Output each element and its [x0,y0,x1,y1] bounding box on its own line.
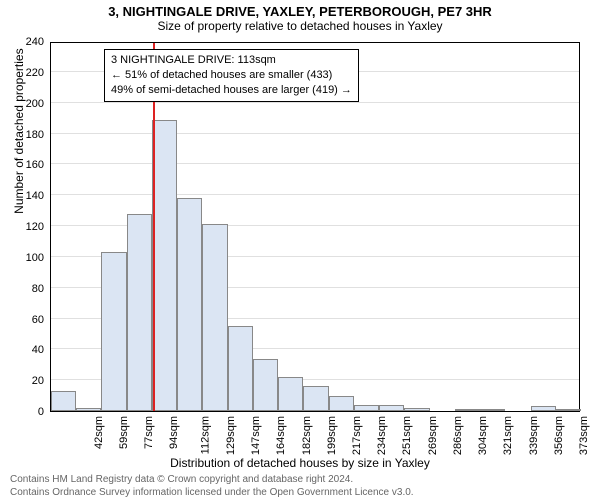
xtick-label: 304sqm [477,416,489,455]
histogram-bar [379,405,404,411]
histogram-bar [202,224,227,411]
x-axis-label: Distribution of detached houses by size … [0,456,600,470]
ytick-label: 240 [4,36,44,48]
page-title: 3, NIGHTINGALE DRIVE, YAXLEY, PETERBOROU… [0,0,600,19]
xtick-label: 112sqm [199,416,211,454]
ytick-label: 140 [4,190,44,202]
histogram-bar [556,409,581,411]
histogram-bar [76,408,101,411]
figure-container: 3, NIGHTINGALE DRIVE, YAXLEY, PETERBOROU… [0,0,600,500]
caption: Contains HM Land Registry data © Crown c… [10,474,414,499]
gridline-h [51,194,579,195]
histogram-bar [531,406,556,411]
ytick-label: 80 [4,283,44,295]
histogram-bar [480,409,505,411]
ytick-label: 220 [4,67,44,79]
histogram-bar [253,359,278,411]
histogram-bar [303,386,328,411]
ytick-label: 100 [4,252,44,264]
annotation-line: 3 NIGHTINGALE DRIVE: 113sqm [111,53,352,68]
ytick-label: 60 [4,314,44,326]
xtick-label: 286sqm [452,416,464,455]
xtick-label: 199sqm [326,416,338,455]
annotation-line: 49% of semi-detached houses are larger (… [111,83,352,98]
chart-area: 3 NIGHTINGALE DRIVE: 113sqm← 51% of deta… [50,42,580,412]
histogram-bar [278,377,303,411]
xtick-label: 251sqm [402,416,414,455]
xtick-label: 269sqm [427,416,439,455]
gridline-h [51,163,579,164]
histogram-bar [329,396,354,411]
xtick-label: 321sqm [503,416,515,455]
ytick-label: 0 [4,406,44,418]
gridline-h [51,133,579,134]
xtick-label: 339sqm [528,416,540,455]
xtick-label: 59sqm [118,416,130,449]
ytick-label: 120 [4,221,44,233]
xtick-label: 129sqm [225,416,237,455]
caption-line2: Contains Ordnance Survey information lic… [10,487,414,500]
histogram-bar [354,405,379,411]
histogram-bar [51,391,76,411]
annotation-box: 3 NIGHTINGALE DRIVE: 113sqm← 51% of deta… [104,49,359,102]
xtick-label: 356sqm [553,416,565,455]
xtick-label: 42sqm [93,416,105,449]
xtick-label: 147sqm [250,416,262,455]
histogram-bar [127,214,152,411]
histogram-bar [177,198,202,411]
xtick-label: 77sqm [143,416,155,449]
ytick-label: 20 [4,375,44,387]
page-subtitle: Size of property relative to detached ho… [0,19,600,35]
xtick-label: 217sqm [351,416,363,455]
ytick-label: 40 [4,344,44,356]
ytick-label: 200 [4,98,44,110]
xtick-label: 94sqm [168,416,180,449]
histogram-bar [101,252,126,411]
xtick-label: 234sqm [376,416,388,455]
annotation-line: ← 51% of detached houses are smaller (43… [111,68,352,83]
histogram-bar [228,326,253,411]
gridline-h [51,102,579,103]
histogram-bar [404,408,429,411]
xtick-label: 182sqm [301,416,313,455]
caption-line1: Contains HM Land Registry data © Crown c… [10,474,414,487]
histogram-bar [152,120,177,411]
xtick-label: 373sqm [578,416,590,455]
plot-box: 3 NIGHTINGALE DRIVE: 113sqm← 51% of deta… [50,42,580,412]
ytick-label: 180 [4,129,44,141]
histogram-bar [455,409,480,411]
xtick-label: 164sqm [275,416,287,455]
ytick-label: 160 [4,159,44,171]
